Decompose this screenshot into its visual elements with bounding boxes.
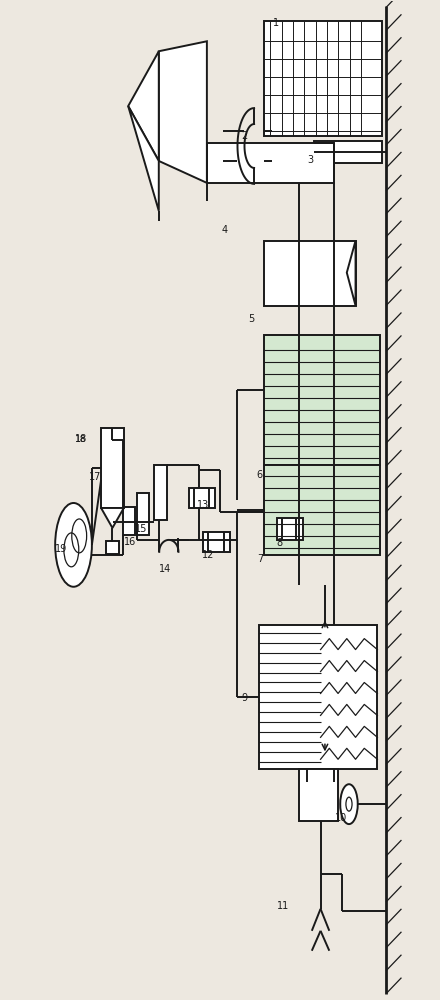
- Text: 5: 5: [249, 314, 255, 324]
- Polygon shape: [128, 106, 159, 211]
- Bar: [203, 532, 230, 552]
- Circle shape: [55, 503, 92, 587]
- Bar: [123, 507, 135, 535]
- Text: 19: 19: [55, 544, 67, 554]
- Polygon shape: [101, 508, 124, 528]
- Bar: [137, 493, 149, 535]
- Text: 12: 12: [202, 550, 214, 560]
- Bar: [264, 335, 380, 465]
- Text: 3: 3: [308, 155, 314, 165]
- Text: 18: 18: [75, 434, 87, 444]
- Text: 8: 8: [276, 538, 282, 548]
- Bar: [299, 769, 338, 821]
- Circle shape: [340, 784, 358, 824]
- Text: 2: 2: [241, 131, 247, 141]
- Bar: [314, 141, 382, 163]
- Bar: [154, 465, 167, 520]
- Bar: [264, 21, 382, 136]
- Bar: [264, 465, 380, 555]
- Bar: [207, 143, 334, 183]
- Text: 13: 13: [197, 500, 209, 510]
- Bar: [264, 241, 356, 306]
- Bar: [101, 428, 124, 508]
- Text: 9: 9: [241, 693, 247, 703]
- Text: 15: 15: [135, 524, 147, 534]
- Text: 1: 1: [273, 18, 279, 28]
- Polygon shape: [347, 241, 356, 306]
- Bar: [189, 488, 215, 508]
- Bar: [277, 518, 303, 540]
- Text: 18: 18: [75, 435, 86, 444]
- Text: 10: 10: [334, 813, 347, 823]
- Polygon shape: [128, 51, 159, 161]
- Text: 16: 16: [124, 537, 136, 547]
- Text: 7: 7: [257, 554, 263, 564]
- Bar: [106, 541, 118, 554]
- Bar: [259, 625, 378, 769]
- Text: 17: 17: [89, 472, 101, 482]
- Polygon shape: [159, 41, 207, 183]
- Text: 4: 4: [221, 225, 227, 235]
- Text: 14: 14: [159, 564, 171, 574]
- Text: 11: 11: [277, 901, 289, 911]
- Text: 6: 6: [257, 470, 263, 480]
